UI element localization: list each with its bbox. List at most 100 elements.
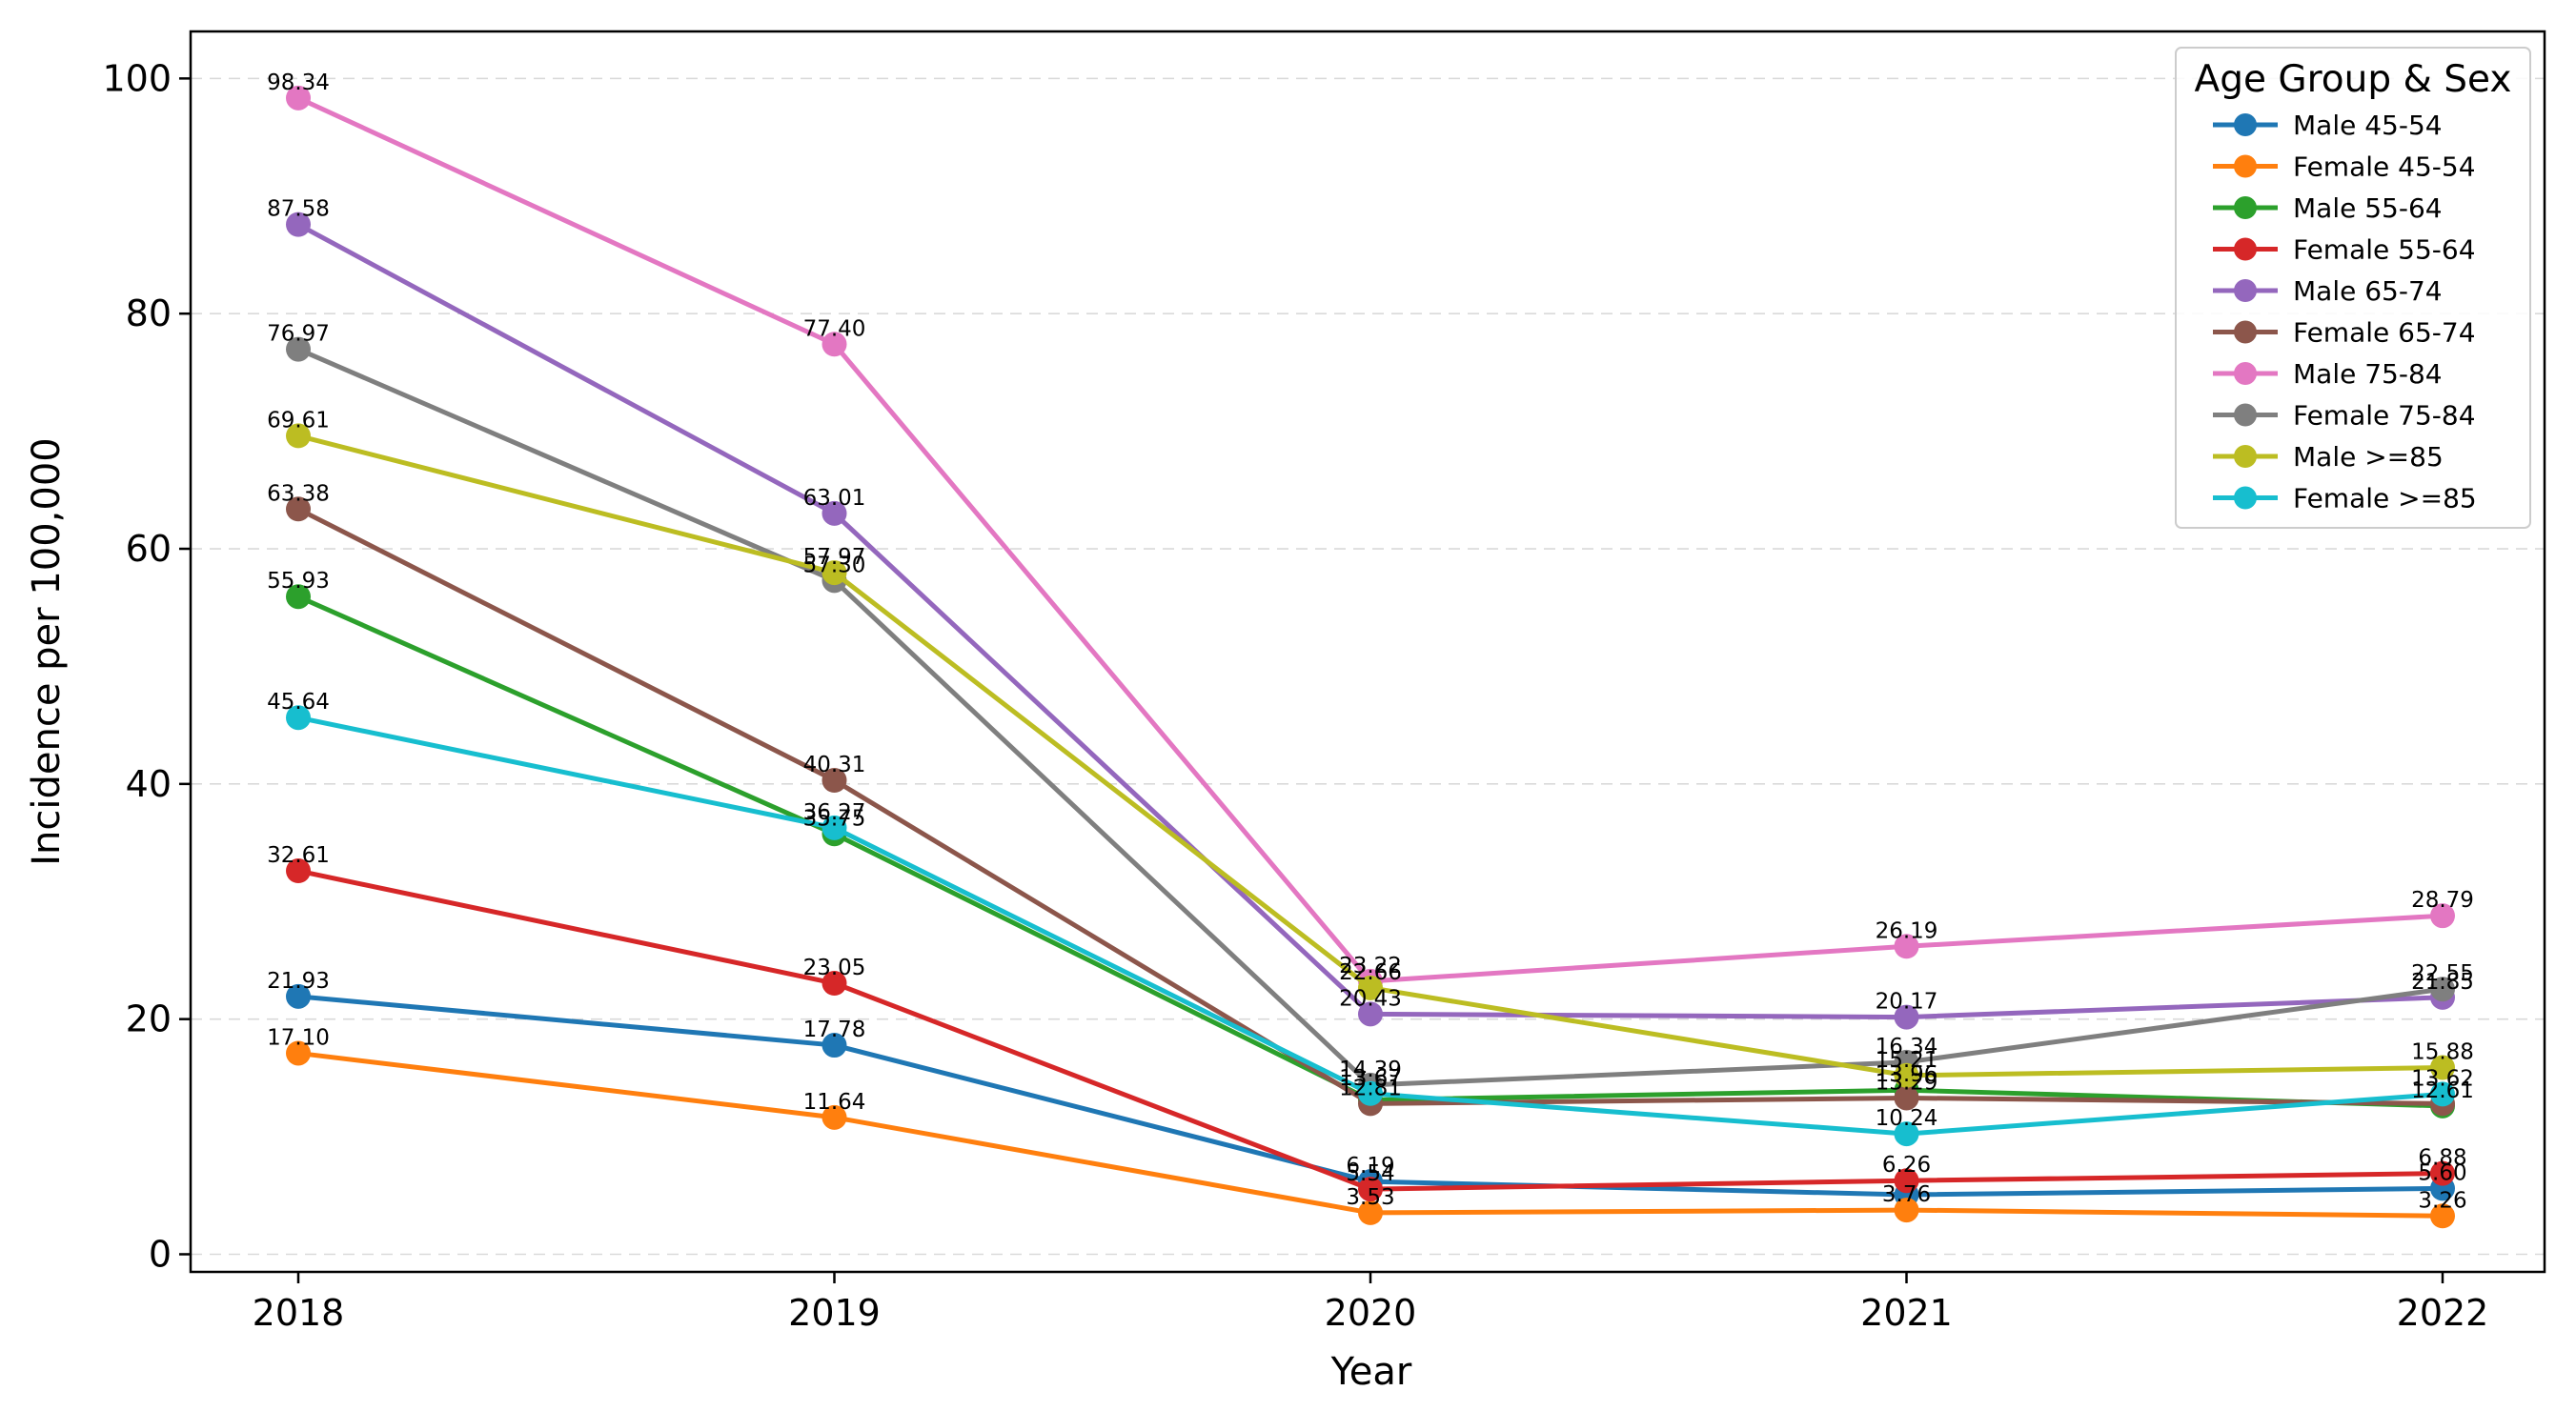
data-label: 40.31	[803, 753, 866, 777]
legend-item: Male >=85	[2213, 441, 2444, 473]
data-point	[2430, 1203, 2455, 1229]
legend-label: Female 45-54	[2293, 151, 2476, 183]
data-point	[1894, 1121, 1919, 1147]
data-label: 5.54	[1346, 1161, 1394, 1186]
legend-marker	[2234, 113, 2257, 136]
axis-ticks: 0 20 40 60 80 100 2018 2019 2020 2021 2022	[102, 57, 2488, 1334]
legend-marker	[2234, 320, 2257, 344]
data-point	[821, 560, 847, 586]
data-label: 36.27	[803, 800, 866, 825]
data-label: 10.24	[1876, 1106, 1938, 1131]
data-point	[286, 336, 311, 362]
series-9	[286, 705, 2455, 1147]
data-point	[1894, 1062, 1919, 1088]
series-layer	[286, 85, 2455, 1229]
data-label: 28.79	[2411, 888, 2474, 913]
data-label: 14.39	[1339, 1058, 1402, 1082]
data-point	[2430, 903, 2455, 929]
y-tick-label: 80	[126, 292, 172, 334]
data-label: 13.67	[1339, 1066, 1402, 1091]
data-point	[1358, 1001, 1383, 1027]
series-1	[286, 1040, 2455, 1229]
legend-item: Female >=85	[2213, 483, 2477, 514]
legend-marker	[2234, 237, 2257, 261]
data-point	[1358, 1080, 1383, 1106]
data-label: 11.64	[803, 1090, 866, 1115]
data-label: 13.62	[2411, 1066, 2474, 1091]
data-point	[821, 1033, 847, 1058]
data-point	[821, 1104, 847, 1130]
data-point	[1358, 975, 1383, 1000]
data-label: 6.88	[2418, 1146, 2466, 1171]
data-label: 12.61	[2411, 1078, 2474, 1103]
data-point	[286, 858, 311, 884]
data-label: 63.38	[267, 481, 330, 506]
legend-label: Male >=85	[2293, 441, 2444, 473]
series-8	[286, 423, 2455, 1088]
data-point	[1894, 1085, 1919, 1111]
legend-label: Female >=85	[2293, 483, 2477, 514]
data-label: 22.66	[1339, 960, 1402, 985]
legend-label: Female 65-74	[2293, 317, 2476, 349]
data-point	[286, 85, 311, 111]
data-point	[2430, 977, 2455, 1002]
x-tick-label: 2022	[2397, 1292, 2489, 1334]
y-axis-title: Incidence per 100,000	[25, 437, 69, 866]
grid-lines	[191, 77, 2545, 1256]
data-label: 6.19	[1346, 1154, 1394, 1179]
legend-marker	[2234, 403, 2257, 427]
data-label: 57.30	[803, 553, 866, 577]
data-label: 5.60	[2418, 1160, 2466, 1185]
y-tick-label: 100	[102, 57, 172, 99]
data-label: 69.61	[267, 408, 330, 433]
data-label: 23.22	[1339, 954, 1402, 978]
data-label: 23.05	[803, 956, 866, 980]
data-label: 35.75	[803, 806, 866, 831]
data-point	[286, 496, 311, 522]
series-3	[286, 858, 2455, 1202]
data-label: 20.43	[1339, 986, 1402, 1011]
data-label: 55.93	[267, 569, 330, 594]
data-label: 12.81	[1339, 1076, 1402, 1100]
legend-items: Male 45-54 Female 45-54 Male 55-64 Female 5…	[2213, 110, 2477, 514]
data-point	[821, 768, 847, 794]
data-label: 98.34	[267, 71, 330, 95]
data-point	[2430, 1160, 2455, 1186]
legend-item: Male 55-64	[2213, 192, 2443, 224]
x-tick-label: 2019	[788, 1292, 881, 1334]
legend-marker	[2234, 196, 2257, 219]
legend-item: Male 65-74	[2213, 275, 2443, 307]
data-label: 3.53	[1346, 1185, 1394, 1210]
data-point	[2430, 1055, 2455, 1080]
data-label: 15.21	[1876, 1048, 1938, 1073]
data-label: 15.88	[2411, 1040, 2474, 1065]
y-tick-label: 20	[126, 998, 172, 1040]
x-axis-title: Year	[1330, 1350, 1412, 1394]
data-label: 20.17	[1876, 990, 1938, 1015]
legend-label: Male 55-64	[2293, 192, 2443, 224]
y-tick-label: 40	[126, 763, 172, 805]
legend-item: Female 75-84	[2213, 400, 2476, 432]
data-label: 87.58	[267, 197, 330, 222]
data-point	[1894, 1004, 1919, 1030]
x-tick-label: 2020	[1325, 1292, 1417, 1334]
data-label: 3.26	[2418, 1188, 2466, 1213]
data-point	[286, 584, 311, 610]
data-label: 21.93	[267, 969, 330, 994]
legend-marker	[2234, 362, 2257, 385]
data-point	[1358, 1199, 1383, 1225]
data-label: 3.76	[1882, 1182, 1931, 1207]
data-label: 16.34	[1876, 1035, 1938, 1059]
data-point	[286, 423, 311, 449]
legend-label: Male 75-84	[2293, 358, 2443, 390]
x-tick-label: 2021	[1860, 1292, 1953, 1334]
legend-label: Male 45-54	[2293, 110, 2443, 141]
legend-item: Female 45-54	[2213, 151, 2476, 183]
data-point	[1894, 934, 1919, 959]
plot-frame	[189, 30, 2546, 1274]
x-tick-label: 2018	[253, 1292, 345, 1334]
data-labels: 21.93 17.78 6.19 5.60 17.10 11.64 3.53 3.76 3.26…	[267, 71, 2474, 1213]
data-point	[1894, 1198, 1919, 1223]
